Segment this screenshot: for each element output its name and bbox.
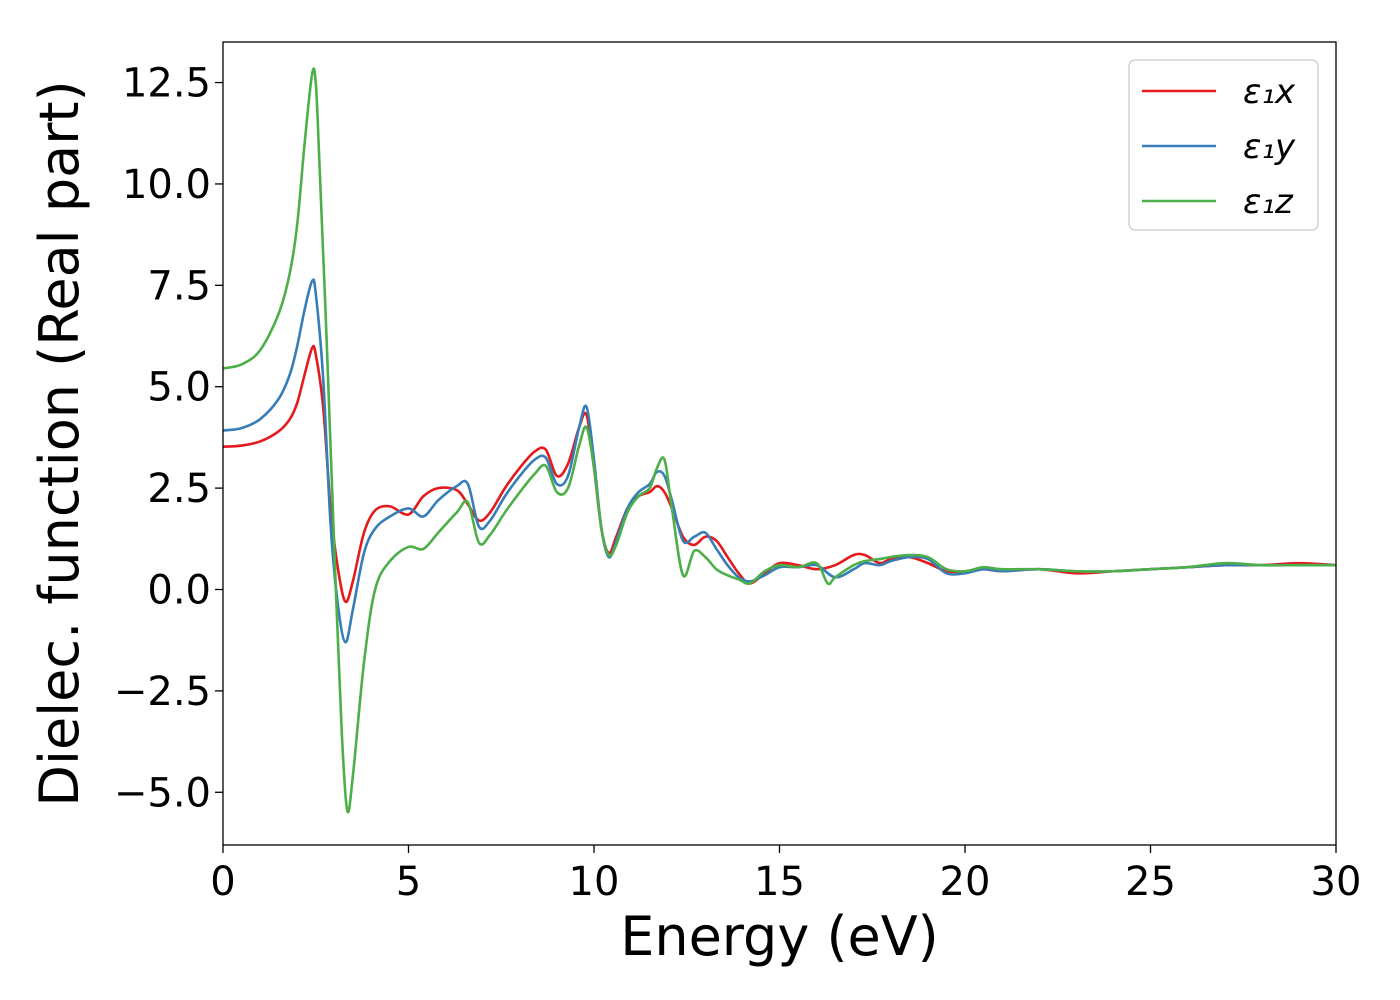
y-tick-label: 7.5 xyxy=(147,263,211,309)
y-tick-label: −5.0 xyxy=(114,770,211,816)
x-tick-label: 30 xyxy=(1311,859,1362,905)
legend-label: ε₁z xyxy=(1243,182,1294,222)
legend: ε₁x ε₁y ε₁z xyxy=(1128,59,1319,231)
series-layer xyxy=(223,67,1336,814)
y-tick-label: 5.0 xyxy=(147,365,211,411)
y-tick-label: 10.0 xyxy=(122,162,211,208)
y-tick-label: 12.5 xyxy=(122,61,211,107)
x-axis-title: Energy (eV) xyxy=(620,905,939,968)
x-tick-label: 20 xyxy=(940,859,991,905)
y-tick-label: 0.0 xyxy=(147,568,211,614)
y-axis-title: Dielec. function (Real part) xyxy=(28,80,91,806)
x-tick-label: 25 xyxy=(1125,859,1176,905)
y-tick-label: 2.5 xyxy=(147,466,211,512)
y-tick-label: −2.5 xyxy=(114,669,211,715)
x-tick-label: 10 xyxy=(569,859,620,905)
series-line-3 xyxy=(223,67,1336,814)
x-tick-label: 5 xyxy=(396,859,421,905)
legend-label: ε₁y xyxy=(1243,127,1296,167)
x-tick-label: 15 xyxy=(754,859,805,905)
y-axis: −5.0 −2.5 0.0 2.5 5.0 7.5 10.0 12.5 xyxy=(114,61,223,816)
x-axis: 0 5 10 15 20 25 30 xyxy=(210,845,1361,905)
legend-label: ε₁x xyxy=(1243,72,1296,112)
series-line-2 xyxy=(223,278,1336,644)
x-tick-label: 0 xyxy=(210,859,235,905)
legend-box xyxy=(1128,59,1319,231)
